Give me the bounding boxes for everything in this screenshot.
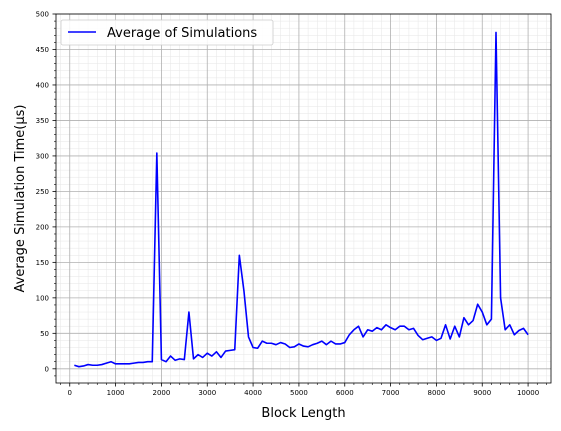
y-tick-label: 150 [36,259,49,267]
y-tick-label: 250 [36,188,49,196]
x-tick-label: 10000 [517,389,539,397]
series-line-1 [74,31,529,368]
y-axis-ticks: 0 50 100 150 200 250 300 350 400 450 500 [36,11,56,377]
legend-box [60,19,274,46]
x-axis-label: Block Length [261,406,345,421]
minor-grid [56,14,551,383]
y-tick-label: 0 [45,365,49,373]
y-tick-label: 200 [36,223,49,231]
y-tick-label: 350 [36,117,49,125]
y-tick-label: 400 [36,81,49,89]
x-tick-label: 8000 [428,389,446,397]
y-tick-label: 300 [36,152,49,160]
y-tick-label: 450 [36,46,49,54]
x-axis-ticks: 0 1000 2000 3000 4000 5000 6000 7000 8000 9000 100… [60,383,547,397]
x-tick-label: 7000 [382,389,400,397]
series-layer [74,31,529,368]
y-axis-label: Average Simulation Time(μs) [13,105,28,293]
legend: Average of Simulations [60,19,274,46]
y-tick-label: 500 [36,11,49,19]
x-tick-label: 0 [68,389,72,397]
x-tick-label: 3000 [198,389,216,397]
x-tick-label: 4000 [244,389,262,397]
x-tick-label: 2000 [153,389,171,397]
major-grid [56,13,551,383]
x-tick-label: 6000 [336,389,354,397]
y-tick-label: 100 [36,294,49,302]
x-tick-label: 5000 [290,389,308,397]
x-tick-label: 9000 [473,389,491,397]
y-tick-label: 50 [40,330,49,338]
x-tick-label: 1000 [107,389,125,397]
legend-label-series-1: Average of Simulations [107,26,257,41]
